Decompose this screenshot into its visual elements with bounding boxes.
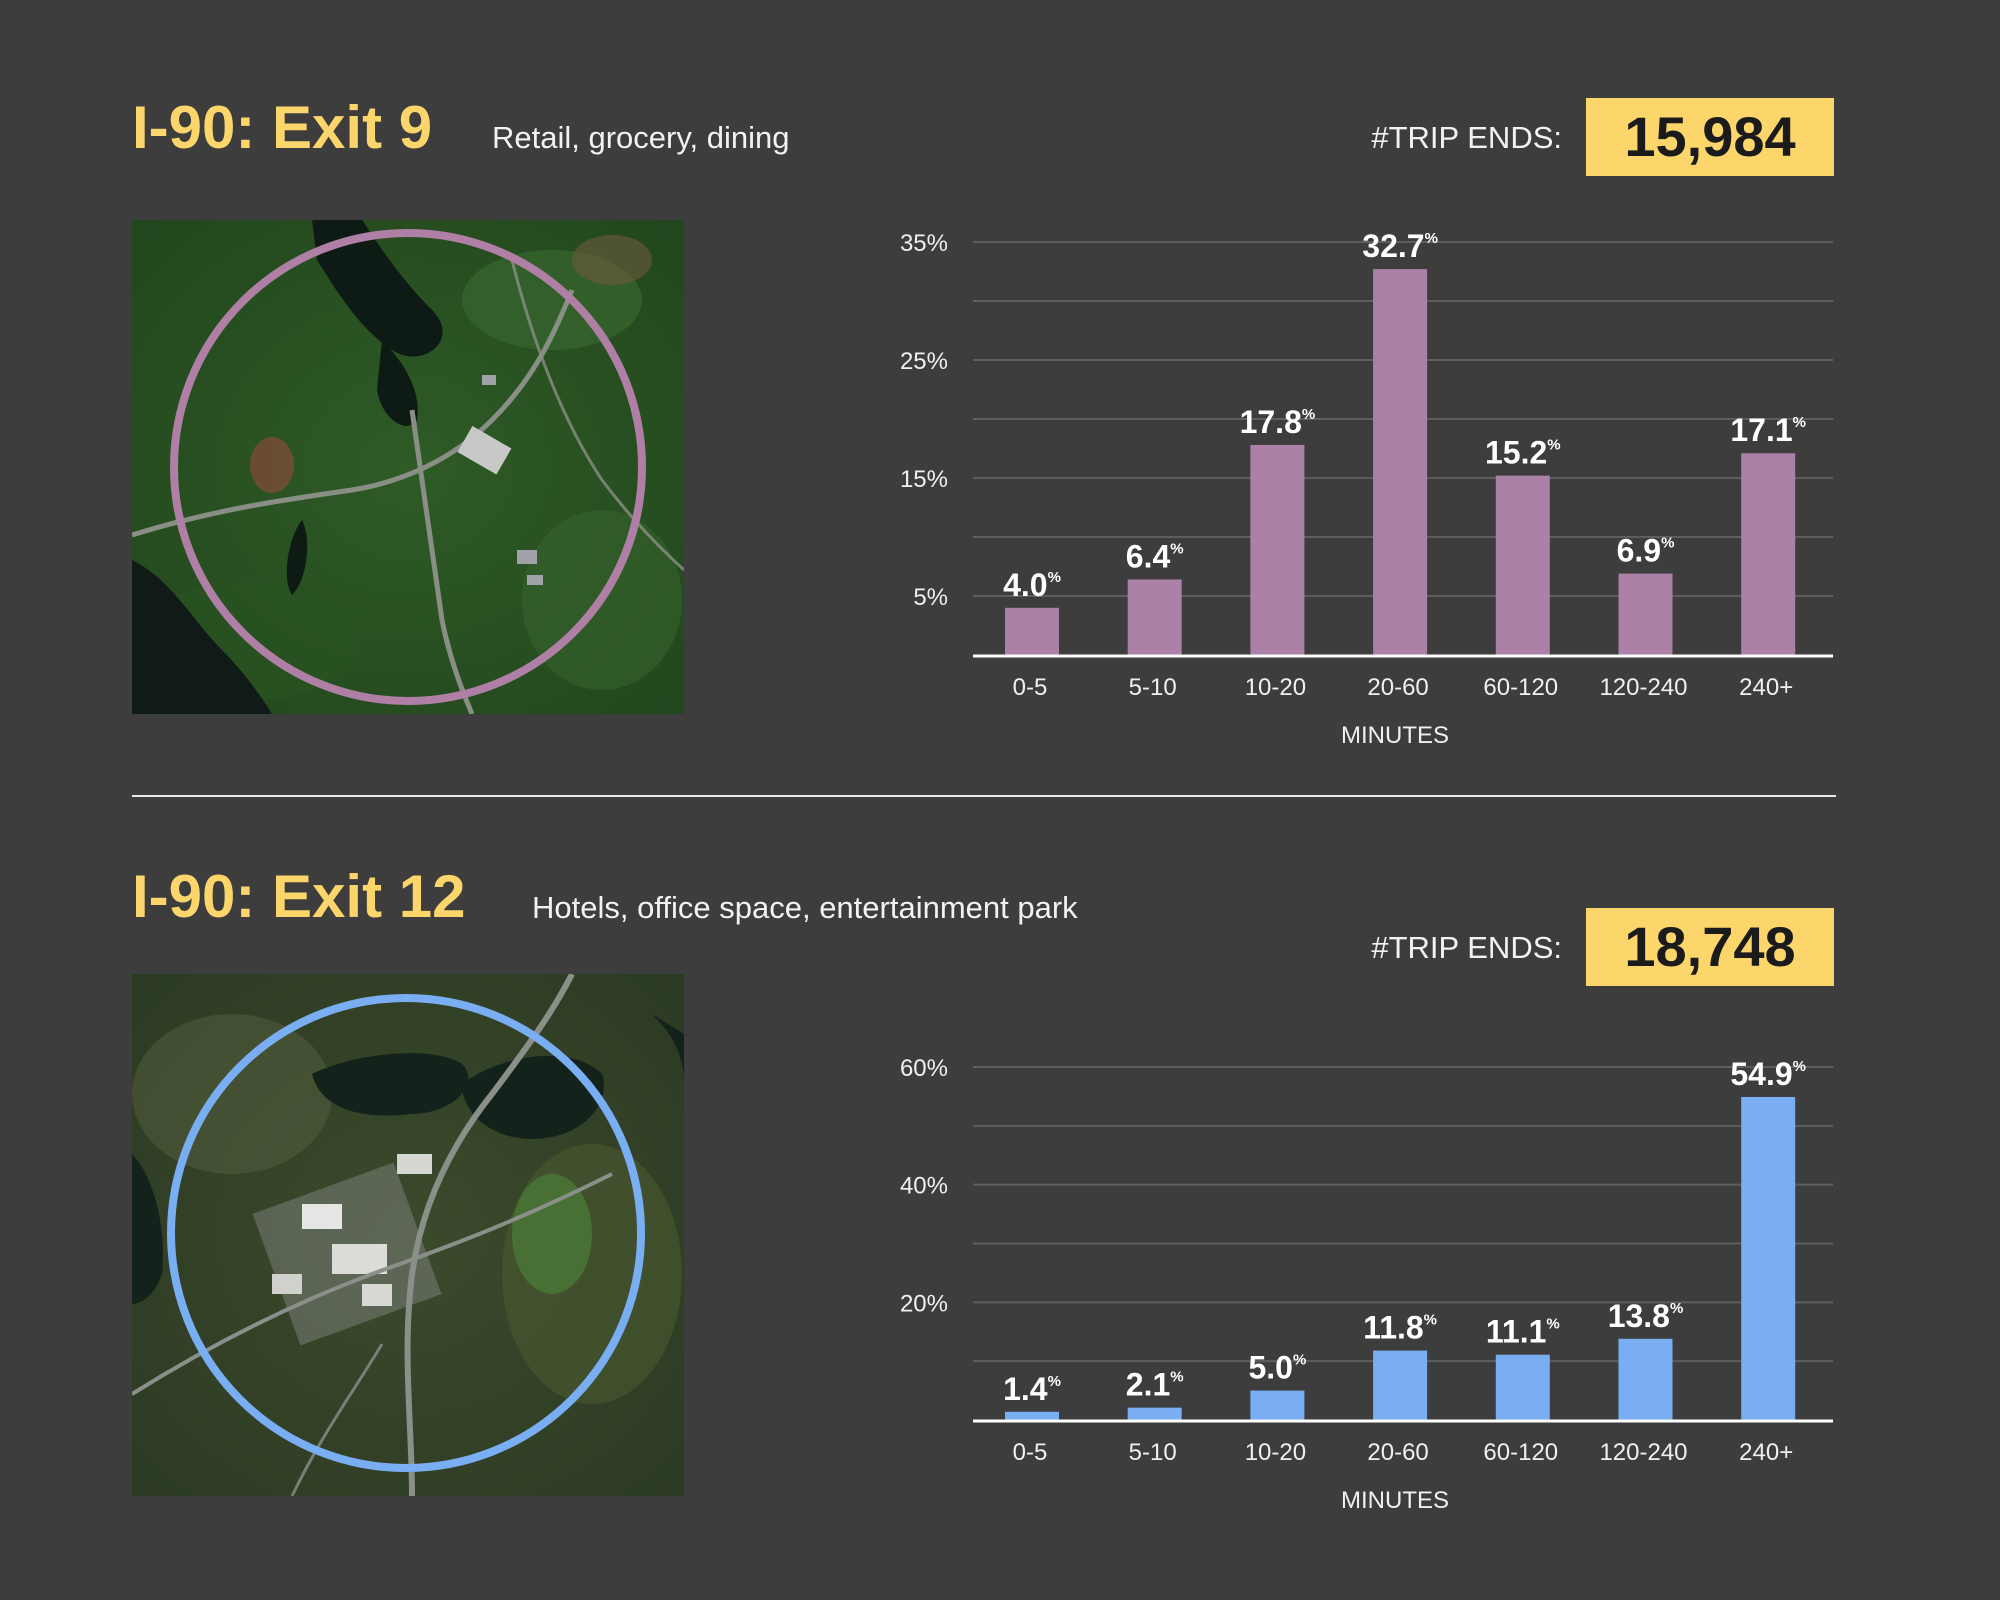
bar-value-suffix: % bbox=[1425, 230, 1438, 247]
x-tick-label: 5-10 bbox=[1129, 674, 1177, 701]
x-axis-label: MINUTES bbox=[1341, 1487, 1449, 1514]
bar-value: 13.8 bbox=[1608, 1298, 1670, 1334]
bar-value-label: 2.1% bbox=[1126, 1367, 1184, 1403]
bar-value-label: 54.9% bbox=[1730, 1056, 1806, 1092]
x-tick-label: 60-120 bbox=[1483, 1439, 1558, 1466]
bar bbox=[1127, 1407, 1182, 1420]
bar-value-suffix: % bbox=[1170, 540, 1183, 557]
bar bbox=[1005, 1411, 1059, 1420]
y-tick-label: 20% bbox=[900, 1290, 948, 1317]
x-tick-label: 60-120 bbox=[1483, 674, 1558, 701]
bar-value-label: 6.9% bbox=[1617, 533, 1675, 569]
bar-value-suffix: % bbox=[1424, 1312, 1437, 1329]
y-tick-label: 25% bbox=[900, 348, 948, 375]
bar-value-suffix: % bbox=[1293, 1352, 1306, 1369]
x-tick-label: 240+ bbox=[1739, 1439, 1793, 1466]
bar-value-suffix: % bbox=[1048, 1373, 1061, 1390]
bar-value-label: 1.4% bbox=[1003, 1371, 1061, 1407]
x-tick-label: 240+ bbox=[1739, 674, 1793, 701]
y-tick-label: 60% bbox=[900, 1055, 948, 1082]
x-tick-label: 20-60 bbox=[1367, 1439, 1428, 1466]
aerial-map-image bbox=[132, 220, 684, 714]
bar-value-label: 17.1% bbox=[1730, 412, 1806, 448]
bar-value-suffix: % bbox=[1170, 1369, 1183, 1386]
x-tick-label: 20-60 bbox=[1367, 674, 1428, 701]
bar-value-label: 17.8% bbox=[1240, 404, 1316, 440]
bar bbox=[1618, 1338, 1673, 1420]
bar-value-label: 13.8% bbox=[1608, 1298, 1684, 1334]
bar bbox=[1005, 607, 1059, 655]
section-exit-9: I-90: Exit 9 Retail, grocery, dining #TR… bbox=[0, 0, 2000, 760]
y-tick-label: 15% bbox=[900, 466, 948, 493]
bar-value-suffix: % bbox=[1793, 414, 1806, 431]
bar-value: 6.9 bbox=[1617, 533, 1661, 569]
bar-value-suffix: % bbox=[1661, 535, 1674, 552]
bar-value-suffix: % bbox=[1547, 437, 1560, 454]
bar bbox=[1373, 269, 1428, 655]
bar-value: 5.0 bbox=[1248, 1350, 1292, 1386]
section-title: I-90: Exit 12 bbox=[132, 863, 466, 930]
bar-value-suffix: % bbox=[1670, 1300, 1683, 1317]
bar-value-suffix: % bbox=[1793, 1058, 1806, 1075]
bar-value-suffix: % bbox=[1048, 569, 1061, 586]
bar bbox=[1250, 1390, 1305, 1420]
bar-value-label: 4.0% bbox=[1003, 567, 1061, 603]
trip-ends-label: #TRIP ENDS: bbox=[1371, 930, 1562, 965]
x-tick-label: 5-10 bbox=[1129, 1439, 1177, 1466]
bar-value: 32.7 bbox=[1362, 228, 1424, 264]
trip-ends-value: 15,984 bbox=[1586, 98, 1834, 176]
y-tick-label: 35% bbox=[900, 230, 948, 257]
bar-value: 15.2 bbox=[1485, 435, 1547, 471]
bar bbox=[1618, 573, 1673, 655]
x-tick-label: 10-20 bbox=[1245, 674, 1306, 701]
bar-value: 11.8 bbox=[1363, 1310, 1424, 1346]
bar-value-label: 15.2% bbox=[1485, 435, 1561, 471]
aerial-map-image bbox=[132, 974, 684, 1496]
radius-ring bbox=[167, 994, 645, 1472]
bar-value: 17.8 bbox=[1240, 404, 1302, 440]
section-title: I-90: Exit 9 bbox=[132, 94, 433, 161]
bar-value: 4.0 bbox=[1003, 567, 1047, 603]
bar-value: 1.4 bbox=[1003, 1371, 1048, 1407]
bar-value: 17.1 bbox=[1730, 412, 1792, 448]
bar-chart: 5%15%25%35% 4.0%6.4%17.8%32.7%15.2%6.9%1… bbox=[900, 228, 1833, 749]
bar-value: 11.1 bbox=[1486, 1314, 1547, 1350]
bar-value: 54.9 bbox=[1730, 1056, 1792, 1092]
x-tick-label: 0-5 bbox=[1013, 1439, 1048, 1466]
bar-value: 2.1 bbox=[1126, 1367, 1170, 1403]
bar bbox=[1495, 475, 1550, 655]
bar-value-label: 5.0% bbox=[1248, 1350, 1306, 1386]
radius-ring bbox=[170, 229, 646, 705]
section-subtitle: Retail, grocery, dining bbox=[492, 120, 790, 155]
trip-ends-label: #TRIP ENDS: bbox=[1371, 120, 1562, 155]
y-tick-label: 5% bbox=[913, 584, 948, 611]
x-axis-label: MINUTES bbox=[1341, 722, 1449, 749]
x-tick-label: 120-240 bbox=[1599, 1439, 1687, 1466]
bar-value-label: 6.4% bbox=[1126, 538, 1184, 574]
section-exit-12: I-90: Exit 12 Hotels, office space, ente… bbox=[0, 770, 2000, 1530]
bar-value-suffix: % bbox=[1546, 1316, 1559, 1333]
trip-ends-value: 18,748 bbox=[1586, 908, 1834, 986]
section-subtitle: Hotels, office space, entertainment park bbox=[532, 890, 1078, 925]
bar bbox=[1373, 1350, 1428, 1420]
x-tick-label: 120-240 bbox=[1599, 674, 1687, 701]
y-tick-label: 40% bbox=[900, 1173, 948, 1200]
bar bbox=[1250, 444, 1305, 655]
bar-value-label: 32.7% bbox=[1362, 228, 1438, 264]
bar bbox=[1127, 579, 1182, 655]
bar bbox=[1741, 1097, 1796, 1420]
x-tick-label: 0-5 bbox=[1013, 674, 1048, 701]
bar-value: 6.4 bbox=[1126, 538, 1171, 574]
bar bbox=[1741, 453, 1796, 655]
bar bbox=[1495, 1354, 1550, 1420]
section-divider bbox=[132, 795, 1836, 797]
bar-value-suffix: % bbox=[1302, 406, 1315, 423]
bar-chart: 20%40%60% 1.4% 2.1% 5.0%11.8% 11.1% 13.8%54.… bbox=[900, 1055, 1833, 1514]
x-tick-label: 10-20 bbox=[1245, 1439, 1306, 1466]
bar-value-label: 11.1% bbox=[1486, 1314, 1560, 1350]
bar-value-label: 11.8% bbox=[1363, 1310, 1437, 1346]
